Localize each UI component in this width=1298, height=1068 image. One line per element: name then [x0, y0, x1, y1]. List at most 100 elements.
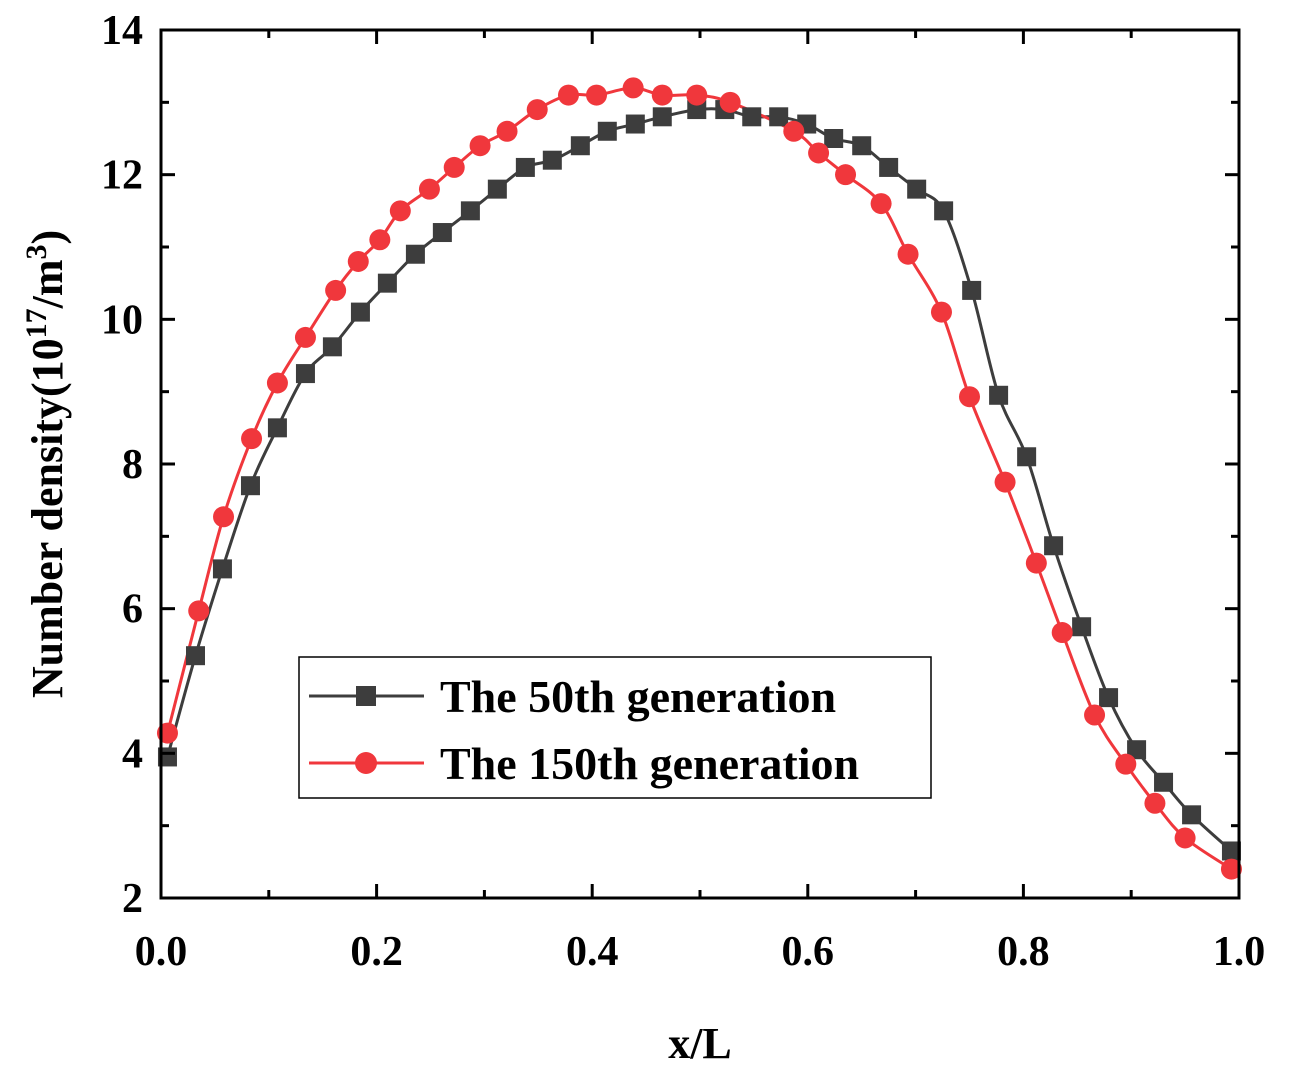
data-point-circle — [1084, 704, 1106, 726]
data-point-square — [295, 364, 315, 384]
data-point-circle — [959, 386, 980, 408]
data-point-circle — [369, 229, 391, 251]
data-point-circle — [994, 471, 1016, 493]
data-point-circle — [897, 243, 919, 265]
data-point-circle — [266, 372, 288, 394]
data-point-square — [212, 559, 232, 579]
data-point-square — [824, 129, 844, 148]
y-tick-label: 2 — [122, 876, 143, 922]
data-point-square — [879, 157, 899, 177]
data-point-square — [432, 223, 452, 243]
data-point-square — [1154, 772, 1174, 792]
data-point-square — [1182, 805, 1202, 825]
data-point-circle — [389, 200, 411, 222]
data-point-circle — [870, 193, 892, 215]
legend: The 50th generation The 150th generation — [298, 656, 932, 799]
data-point-circle — [686, 84, 708, 106]
data-point-square — [487, 179, 507, 199]
tick-labels: 0.0 0.2 0.4 0.6 0.8 1.0 2 4 6 8 10 12 14 — [101, 8, 1265, 975]
legend-box — [298, 656, 932, 799]
data-point-square — [769, 107, 789, 127]
data-point-circle — [557, 84, 579, 106]
y-axis-title-exponent: 17 — [20, 308, 53, 338]
data-point-circle — [1174, 827, 1196, 849]
data-point-square — [350, 302, 370, 322]
data-point-square — [1017, 447, 1037, 467]
data-point-circle — [213, 506, 235, 528]
data-point-square — [240, 476, 260, 496]
axis-ticks — [159, 28, 1241, 900]
data-point-square — [652, 107, 672, 127]
data-point-square — [1099, 688, 1119, 708]
data-point-square — [185, 646, 205, 666]
data-point-square — [1044, 536, 1064, 556]
data-point-square — [687, 100, 707, 120]
data-point-square — [1072, 617, 1092, 637]
x-axis-title: x/L — [668, 1019, 732, 1068]
data-point-circle — [622, 77, 644, 99]
y-tick-label: 12 — [101, 153, 143, 199]
y-axis-title-unit: /m — [23, 260, 72, 310]
x-tick-label: 0.8 — [997, 929, 1050, 975]
x-tick-label: 0.6 — [782, 929, 835, 975]
data-point-circle — [719, 91, 741, 113]
data-point-square — [405, 244, 425, 264]
data-point-square — [542, 150, 562, 170]
y-axis-title-close: ) — [23, 230, 72, 245]
data-point-square — [377, 273, 397, 293]
y-tick-label: 10 — [101, 297, 143, 343]
data-point-circle — [443, 156, 465, 178]
data-point-circle — [1144, 792, 1166, 814]
data-point-square — [962, 280, 982, 300]
data-point-circle — [418, 178, 440, 200]
data-point-circle — [294, 326, 316, 348]
data-point-circle — [469, 135, 491, 157]
series-markers — [156, 77, 1242, 880]
data-point-circle — [930, 301, 952, 323]
legend-label-1: The 50th generation — [440, 671, 836, 722]
data-point-circle — [586, 84, 608, 106]
data-point-circle — [496, 120, 518, 142]
data-point-square — [907, 179, 927, 199]
data-point-square — [1127, 740, 1147, 760]
data-point-circle — [1115, 753, 1137, 775]
data-point-square — [570, 136, 590, 156]
data-point-circle — [808, 142, 830, 164]
legend-marker-square — [356, 686, 376, 706]
y-axis-title-unit-exponent: 3 — [20, 245, 53, 260]
data-point-square — [515, 157, 535, 177]
data-point-circle — [1051, 622, 1073, 644]
legend-marker-circle — [355, 752, 377, 774]
data-point-circle — [1220, 858, 1242, 880]
data-point-square — [597, 121, 617, 141]
data-point-circle — [1025, 552, 1047, 574]
data-point-circle — [783, 120, 805, 142]
data-point-square — [625, 114, 645, 134]
data-point-circle — [241, 428, 263, 450]
data-point-circle — [325, 279, 347, 301]
data-point-square — [460, 201, 480, 221]
data-point-square — [852, 136, 872, 156]
y-tick-label: 14 — [101, 8, 143, 54]
x-tick-label: 0.0 — [135, 929, 188, 975]
y-tick-label: 4 — [122, 731, 143, 777]
data-point-circle — [347, 250, 369, 272]
data-point-square — [989, 385, 1009, 405]
y-tick-label: 8 — [122, 442, 143, 488]
x-tick-label: 0.4 — [566, 929, 619, 975]
data-point-circle — [651, 84, 673, 106]
data-point-square — [934, 201, 954, 221]
y-axis-title: Number density(1017/m3) — [20, 230, 73, 698]
data-point-square — [742, 107, 762, 127]
legend-label-2: The 150th generation — [440, 738, 859, 789]
x-tick-label: 0.2 — [350, 929, 403, 975]
y-axis-title-main: Number density(10 — [23, 338, 72, 698]
data-point-square — [322, 337, 342, 357]
data-point-circle — [526, 99, 548, 121]
x-tick-label: 1.0 — [1213, 929, 1266, 975]
data-point-square — [267, 418, 287, 438]
y-tick-label: 6 — [122, 587, 143, 633]
data-point-square — [1221, 841, 1241, 861]
data-point-circle — [835, 164, 857, 186]
